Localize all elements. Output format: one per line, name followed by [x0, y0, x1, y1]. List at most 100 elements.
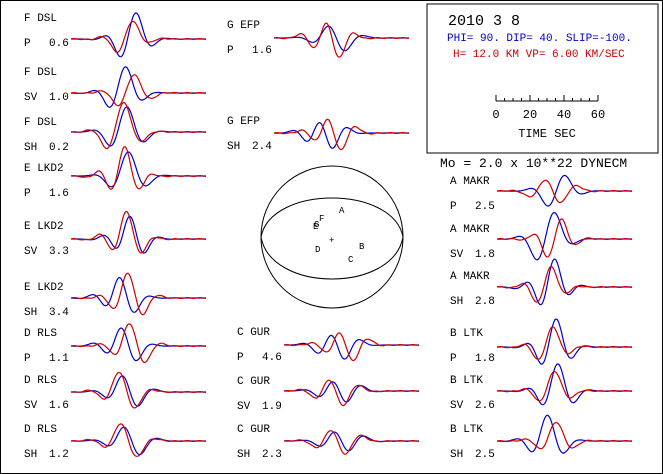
time-tick-20: 20 — [523, 108, 537, 122]
trace-amplitude-label: 4.6 — [262, 352, 282, 364]
observed-waveform — [71, 327, 206, 362]
focal-sphere: + A B C D E F G — [260, 165, 404, 309]
trace-station-label: E LKD2 — [24, 221, 64, 233]
synthetic-waveform — [496, 179, 633, 204]
time-tick-0: 0 — [492, 108, 499, 122]
time-axis-label: TIME SEC — [518, 127, 576, 141]
trace-amplitude-label: 1.8 — [475, 249, 495, 261]
synthetic-waveform — [283, 332, 420, 362]
trace-panel: A MAKR SV 1.8 — [450, 211, 633, 261]
synthetic-waveform — [70, 101, 207, 150]
trace-station-label: C GUR — [237, 376, 270, 388]
trace-phase-label: P — [24, 38, 31, 50]
trace-station-label: F DSL — [24, 117, 57, 129]
trace-amplitude-label: 1.2 — [49, 449, 69, 461]
synthetic-waveform — [496, 421, 633, 450]
sphere-station-a: A — [339, 206, 345, 216]
trace-amplitude-label: 1.8 — [475, 353, 495, 365]
trace-amplitude-label: 2.6 — [475, 400, 495, 412]
trace-amplitude-label: 1.6 — [49, 400, 69, 412]
synthetic-waveform — [70, 323, 207, 364]
trace-panel: F DSL SH 0.2 — [24, 101, 207, 154]
trace-station-label: B LTK — [450, 375, 483, 387]
trace-panel: E LKD2 SH 3.4 — [24, 272, 207, 319]
trace-phase-label: P — [24, 353, 31, 365]
trace-amplitude-label: 1.9 — [262, 401, 282, 413]
trace-phase-label: SV — [450, 400, 464, 412]
synthetic-waveform — [70, 371, 207, 409]
trace-panel: G EFP P 1.6 — [227, 20, 410, 58]
event-date: 2010 3 8 — [448, 13, 520, 30]
trace-panel: F DSL SV 1.0 — [24, 66, 207, 108]
synthetic-waveform — [283, 430, 420, 455]
trace-phase-label: SV — [450, 249, 464, 261]
trace-amplitude-label: 2.5 — [475, 449, 495, 461]
trace-station-label: C GUR — [237, 327, 270, 339]
trace-phase-label: SH — [24, 307, 37, 319]
observed-waveform — [71, 66, 206, 108]
observed-waveform — [71, 151, 206, 188]
trace-phase-label: SH — [237, 449, 250, 461]
synthetic-waveform — [496, 370, 633, 402]
trace-station-label: G EFP — [227, 116, 260, 128]
trace-phase-label: SV — [24, 92, 38, 104]
synthetic-waveform — [70, 74, 207, 107]
seismic-moment: Mo = 2.0 x 10**22 DYNECM — [440, 156, 627, 171]
trace-panel: D RLS SV 1.6 — [24, 371, 207, 412]
synthetic-waveform — [70, 272, 207, 316]
trace-station-label: C GUR — [237, 424, 270, 436]
trace-panel: B LTK P 1.8 — [450, 318, 633, 365]
trace-station-label: D RLS — [24, 375, 57, 387]
synthetic-waveform — [496, 265, 633, 303]
trace-panel: B LTK SH 2.5 — [450, 414, 633, 461]
header-box — [426, 3, 659, 154]
synthetic-waveform — [70, 20, 207, 54]
trace-station-label: F DSL — [24, 13, 57, 25]
trace-amplitude-label: 1.6 — [252, 45, 272, 57]
trace-panel: E LKD2 P 1.6 — [24, 146, 207, 200]
trace-phase-label: P — [450, 353, 457, 365]
depth-velocity: H= 12.0 KM VP= 6.00 KM/SEC — [453, 49, 625, 61]
observed-waveform — [274, 25, 409, 52]
trace-panel: C GUR P 4.6 — [237, 327, 420, 364]
trace-panel: C GUR SV 1.9 — [237, 376, 420, 413]
sphere-center-mark: + — [329, 236, 334, 246]
trace-phase-label: SV — [237, 401, 251, 413]
trace-station-label: E LKD2 — [24, 163, 64, 175]
trace-panel: F DSL P 0.6 — [24, 12, 207, 58]
trace-amplitude-label: 2.3 — [262, 449, 282, 461]
synthetic-waveform — [496, 326, 633, 360]
trace-station-label: B LTK — [450, 424, 483, 436]
trace-station-label: D RLS — [24, 424, 57, 436]
time-axis-minor-ticks — [495, 95, 599, 101]
trace-panel: D RLS P 1.1 — [24, 323, 207, 365]
trace-panel: C GUR SH 2.3 — [237, 424, 420, 461]
synthetic-waveform — [283, 379, 420, 407]
trace-panel: G EFP SH 2.4 — [227, 116, 410, 153]
trace-phase-label: P — [227, 45, 234, 57]
trace-amplitude-label: 3.3 — [49, 246, 69, 258]
time-tick-60: 60 — [591, 108, 605, 122]
trace-phase-label: P — [237, 352, 244, 364]
trace-amplitude-label: 2.8 — [475, 296, 495, 308]
synthetic-waveform — [496, 218, 633, 258]
trace-phase-label: SH — [450, 449, 463, 461]
trace-amplitude-label: 1.0 — [49, 92, 69, 104]
trace-panel: A MAKR P 2.5 — [450, 174, 633, 213]
observed-waveform — [497, 318, 632, 365]
trace-station-label: A MAKR — [450, 271, 490, 283]
synthetic-waveform — [70, 146, 207, 190]
observed-waveform — [497, 211, 632, 261]
trace-phase-label: P — [450, 201, 457, 213]
trace-amplitude-label: 1.6 — [49, 188, 69, 200]
trace-station-label: D RLS — [24, 328, 57, 340]
synthetic-waveform — [273, 22, 410, 58]
observed-waveform — [71, 12, 206, 58]
observed-waveform — [497, 258, 632, 306]
trace-phase-label: SV — [24, 246, 38, 258]
time-scale: 0 20 40 60 TIME SEC — [492, 95, 605, 141]
nodal-plane-1 — [260, 197, 404, 238]
